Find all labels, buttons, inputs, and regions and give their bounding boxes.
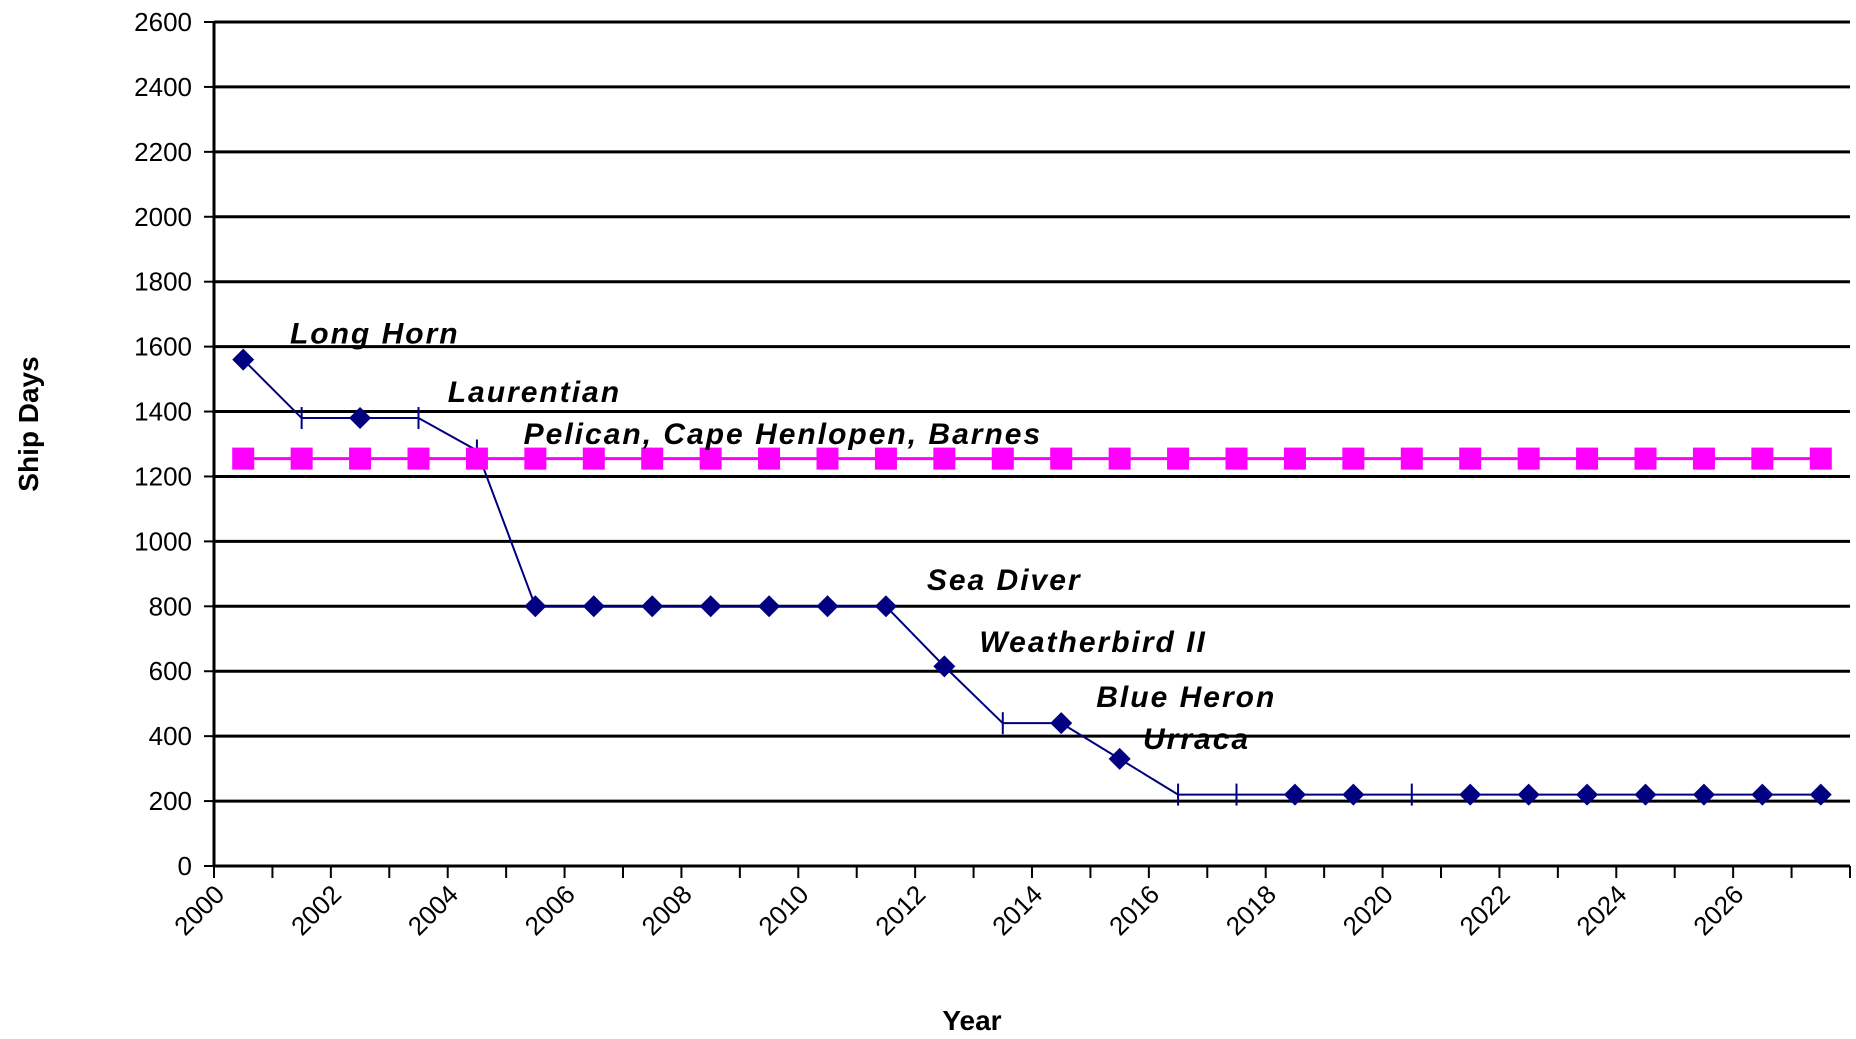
fleet-marker bbox=[1283, 783, 1306, 806]
reference-marker bbox=[290, 447, 313, 470]
reference-marker bbox=[1108, 447, 1131, 470]
fleet-marker bbox=[524, 595, 547, 618]
x-tick-label: 2024 bbox=[1570, 879, 1632, 941]
fleet-marker bbox=[1342, 783, 1365, 806]
horizontal-gridlines bbox=[214, 20, 1850, 803]
fleet-marker bbox=[816, 595, 839, 618]
x-tick-label: 2002 bbox=[285, 879, 347, 941]
y-tick-label: 400 bbox=[149, 721, 192, 751]
reference-marker bbox=[1283, 447, 1306, 470]
fleet-marker bbox=[1809, 783, 1832, 806]
reference-marker bbox=[874, 447, 897, 470]
y-tick-label: 2600 bbox=[134, 7, 192, 37]
fleet-marker bbox=[641, 595, 664, 618]
fleet-marker bbox=[349, 407, 372, 430]
reference-marker bbox=[933, 447, 956, 470]
y-tick-label: 800 bbox=[149, 591, 192, 621]
y-axis-ticks: 0 200 400 600 800 1000 1200 1400 1600 1800 2000 220… bbox=[134, 7, 214, 881]
reference-marker bbox=[1050, 447, 1073, 470]
x-tick-label: 2016 bbox=[1103, 879, 1165, 941]
fleet-marker bbox=[1692, 783, 1715, 806]
y-tick-label: 0 bbox=[178, 851, 192, 881]
x-tick-label: 2006 bbox=[519, 879, 581, 941]
annotations-layer: Long Horn Laurentian Pelican, Cape Henlope… bbox=[290, 317, 1276, 756]
fleet-marker bbox=[874, 595, 897, 618]
reference-marker bbox=[699, 447, 722, 470]
reference-marker bbox=[582, 447, 605, 470]
reference-marker bbox=[407, 447, 430, 470]
fleet-marker bbox=[933, 655, 956, 678]
y-tick-label: 1800 bbox=[134, 267, 192, 297]
annotation-label: Pelican, Cape Henlopen, Barnes bbox=[524, 418, 1042, 451]
x-tick-label: 2026 bbox=[1687, 879, 1749, 941]
reference-marker bbox=[232, 447, 255, 470]
reference-marker bbox=[1459, 447, 1482, 470]
annotation-label: Weatherbird II bbox=[979, 626, 1206, 659]
series-layer bbox=[232, 348, 1832, 806]
reference-marker bbox=[1809, 447, 1832, 470]
fleet-marker bbox=[232, 348, 255, 371]
x-tick-label: 2018 bbox=[1220, 879, 1282, 941]
y-tick-label: 600 bbox=[149, 656, 192, 686]
fleet-marker bbox=[699, 595, 722, 618]
reference-marker bbox=[1400, 447, 1423, 470]
x-tick-label: 2008 bbox=[636, 879, 698, 941]
y-axis-label: Ship Days bbox=[13, 356, 44, 491]
reference-marker bbox=[1342, 447, 1365, 470]
x-tick-label: 2004 bbox=[402, 879, 464, 941]
x-tick-label: 2014 bbox=[986, 879, 1048, 941]
fleet-marker bbox=[1050, 712, 1073, 735]
fleet-marker bbox=[1634, 783, 1657, 806]
x-tick-label: 2010 bbox=[752, 879, 814, 941]
y-tick-label: 2000 bbox=[134, 202, 192, 232]
fleet-marker bbox=[1459, 783, 1482, 806]
reference-marker bbox=[524, 447, 547, 470]
reference-marker bbox=[1634, 447, 1657, 470]
reference-marker bbox=[758, 447, 781, 470]
reference-marker bbox=[1692, 447, 1715, 470]
reference-marker bbox=[816, 447, 839, 470]
fleet-line bbox=[242, 358, 1821, 796]
y-tick-label: 1200 bbox=[134, 461, 192, 491]
y-tick-label: 1000 bbox=[134, 526, 192, 556]
fleet-marker bbox=[582, 595, 605, 618]
y-tick-label: 200 bbox=[149, 786, 192, 816]
reference-marker bbox=[991, 447, 1014, 470]
y-tick-label: 2400 bbox=[134, 72, 192, 102]
reference-marker bbox=[1576, 447, 1599, 470]
fleet-marker bbox=[758, 595, 781, 618]
x-tick-label: 2020 bbox=[1337, 879, 1399, 941]
x-axis-ticks: 2000 2002 2004 2006 2008 2010 2012 2014 2016 2018… bbox=[168, 866, 1851, 941]
fleet-marker bbox=[1576, 783, 1599, 806]
reference-marker bbox=[1517, 447, 1540, 470]
reference-marker bbox=[1225, 447, 1248, 470]
y-tick-label: 1600 bbox=[134, 332, 192, 362]
reference-marker bbox=[1167, 447, 1190, 470]
annotation-label: Sea Diver bbox=[927, 564, 1082, 597]
reference-marker bbox=[349, 447, 372, 470]
annotation-label: Laurentian bbox=[448, 376, 621, 409]
x-tick-label: 2022 bbox=[1454, 879, 1516, 941]
annotation-label: Long Horn bbox=[290, 317, 460, 350]
x-tick-label: 2012 bbox=[869, 879, 931, 941]
annotation-label: Blue Heron bbox=[1096, 681, 1276, 714]
annotation-label: Urraca bbox=[1143, 723, 1250, 756]
fleet-marker bbox=[1517, 783, 1540, 806]
reference-marker bbox=[641, 447, 664, 470]
reference-marker bbox=[1751, 447, 1774, 470]
x-tick-label: 2000 bbox=[168, 879, 230, 941]
y-tick-label: 2200 bbox=[134, 137, 192, 167]
reference-marker bbox=[465, 447, 488, 470]
fleet-marker bbox=[1751, 783, 1774, 806]
fleet-marker bbox=[1108, 747, 1131, 770]
y-tick-label: 1400 bbox=[134, 397, 192, 427]
x-axis-label: Year bbox=[942, 1005, 1001, 1036]
